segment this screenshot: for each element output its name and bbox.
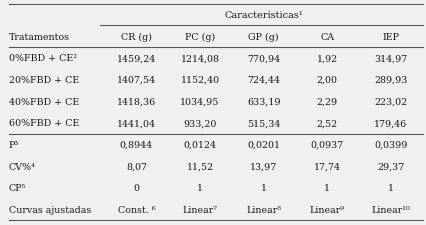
Text: PC (g): PC (g) [184, 32, 215, 41]
Text: 1441,04: 1441,04 [117, 119, 155, 128]
Text: CV%⁴: CV%⁴ [9, 162, 35, 171]
Text: 179,46: 179,46 [374, 119, 406, 128]
Text: Linear¹⁰: Linear¹⁰ [371, 205, 409, 214]
Text: Linear⁷: Linear⁷ [182, 205, 217, 214]
Text: CA: CA [320, 32, 334, 41]
Text: 724,44: 724,44 [247, 76, 279, 85]
Text: 933,20: 933,20 [183, 119, 216, 128]
Text: 20%FBD + CE: 20%FBD + CE [9, 76, 79, 85]
Text: 0,0399: 0,0399 [373, 140, 407, 149]
Text: Características¹: Características¹ [224, 11, 302, 20]
Text: 515,34: 515,34 [246, 119, 280, 128]
Text: Tratamentos: Tratamentos [9, 32, 69, 41]
Text: 289,93: 289,93 [373, 76, 407, 85]
Text: 8,07: 8,07 [126, 162, 147, 171]
Text: 29,37: 29,37 [377, 162, 403, 171]
Text: 2,00: 2,00 [316, 76, 337, 85]
Text: 223,02: 223,02 [374, 97, 406, 106]
Text: P³: P³ [9, 140, 19, 149]
Text: 2,29: 2,29 [316, 97, 337, 106]
Text: 633,19: 633,19 [246, 97, 280, 106]
Text: 17,74: 17,74 [313, 162, 340, 171]
Text: Linear⁹: Linear⁹ [309, 205, 344, 214]
Text: GP (g): GP (g) [248, 32, 278, 41]
Text: 0,0124: 0,0124 [183, 140, 216, 149]
Text: 1152,40: 1152,40 [180, 76, 219, 85]
Text: Linear⁸: Linear⁸ [246, 205, 280, 214]
Text: CR (g): CR (g) [121, 32, 152, 41]
Text: 40%FBD + CE: 40%FBD + CE [9, 97, 79, 106]
Text: Curvas ajustadas: Curvas ajustadas [9, 205, 91, 214]
Text: 0,0201: 0,0201 [247, 140, 279, 149]
Text: 1459,24: 1459,24 [117, 54, 155, 63]
Text: 1418,36: 1418,36 [117, 97, 155, 106]
Text: 314,97: 314,97 [374, 54, 406, 63]
Text: 0%FBD + CE²: 0%FBD + CE² [9, 54, 76, 63]
Text: 1: 1 [387, 184, 393, 193]
Text: Const. ⁶: Const. ⁶ [118, 205, 155, 214]
Text: 1: 1 [323, 184, 330, 193]
Text: 1,92: 1,92 [316, 54, 337, 63]
Text: 1: 1 [196, 184, 203, 193]
Text: 60%FBD + CE: 60%FBD + CE [9, 119, 79, 128]
Text: 770,94: 770,94 [247, 54, 279, 63]
Text: 1034,95: 1034,95 [180, 97, 219, 106]
Text: 0: 0 [133, 184, 139, 193]
Text: 2,52: 2,52 [316, 119, 337, 128]
Text: 1: 1 [260, 184, 266, 193]
Text: 0,0937: 0,0937 [310, 140, 343, 149]
Text: 13,97: 13,97 [250, 162, 276, 171]
Text: CP⁵: CP⁵ [9, 184, 26, 193]
Text: 0,8944: 0,8944 [120, 140, 153, 149]
Text: 11,52: 11,52 [186, 162, 213, 171]
Text: 1214,08: 1214,08 [180, 54, 219, 63]
Text: 1407,54: 1407,54 [117, 76, 155, 85]
Text: IEP: IEP [382, 32, 398, 41]
